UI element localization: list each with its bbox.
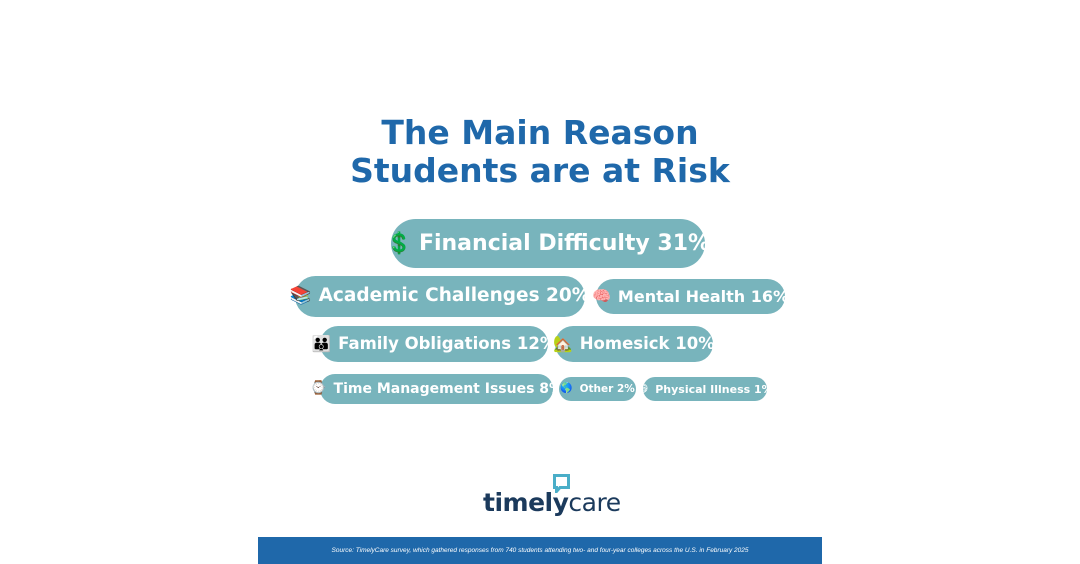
sick-face-icon: 😷	[637, 382, 649, 395]
timelycare-logo: timelycare	[483, 474, 621, 520]
reason-pill-homesick: 🏡 Homesick 10%	[553, 326, 715, 362]
reason-pill-physical-illness: 😷 Physical Illness 1%	[637, 377, 773, 401]
reason-pill-academic-challenges: 📚 Academic Challenges 20%	[290, 276, 590, 317]
reason-pill-label: Family Obligations 12%	[338, 333, 557, 353]
reason-pill-mental-health: 🧠 Mental Health 16%	[592, 279, 789, 314]
reason-pill-label: Time Management Issues 8%	[333, 381, 564, 397]
reason-pill-label: Other 2%	[579, 382, 635, 395]
reason-pill-family-obligations: 👪 Family Obligations 12%	[312, 326, 556, 362]
reason-pill-financial-difficulty: 💲 Financial Difficulty 31%	[386, 219, 710, 268]
chart-title-line-1: The Main Reason	[381, 113, 699, 152]
globe-icon: 🌎	[560, 383, 573, 395]
reason-pill-label: Mental Health 16%	[617, 286, 790, 306]
dollar-icon: 💲	[385, 231, 412, 256]
logo-word-timely: timely	[483, 488, 569, 517]
logo-speech-bubble-icon	[553, 474, 570, 493]
reason-pill-label: Homesick 10%	[579, 333, 715, 353]
family-icon: 👪	[311, 334, 332, 354]
reason-pill-label: Academic Challenges 20%	[318, 285, 591, 307]
reason-pill-label: Financial Difficulty 31%	[418, 230, 711, 256]
books-icon: 📚	[289, 285, 312, 306]
source-footer: Source: TimelyCare survey, which gathere…	[258, 537, 822, 564]
reason-pill-label: Physical Illness 1%	[655, 382, 773, 396]
source-note: Source: TimelyCare survey, which gathere…	[331, 547, 749, 554]
reason-pill-other: 🌎 Other 2%	[559, 377, 636, 401]
logo-wordmark: timelycare	[483, 488, 621, 518]
watch-icon: ⌚	[309, 381, 327, 397]
house-icon: 🏡	[553, 334, 573, 354]
brain-icon: 🧠	[592, 286, 611, 305]
chart-title: The Main Reason Students are at Risk	[0, 114, 1080, 190]
chart-title-line-2: Students are at Risk	[350, 151, 730, 190]
reason-pill-time-management-issues: ⌚ Time Management Issues 8%	[310, 374, 563, 404]
logo-word-care: care	[568, 488, 621, 517]
